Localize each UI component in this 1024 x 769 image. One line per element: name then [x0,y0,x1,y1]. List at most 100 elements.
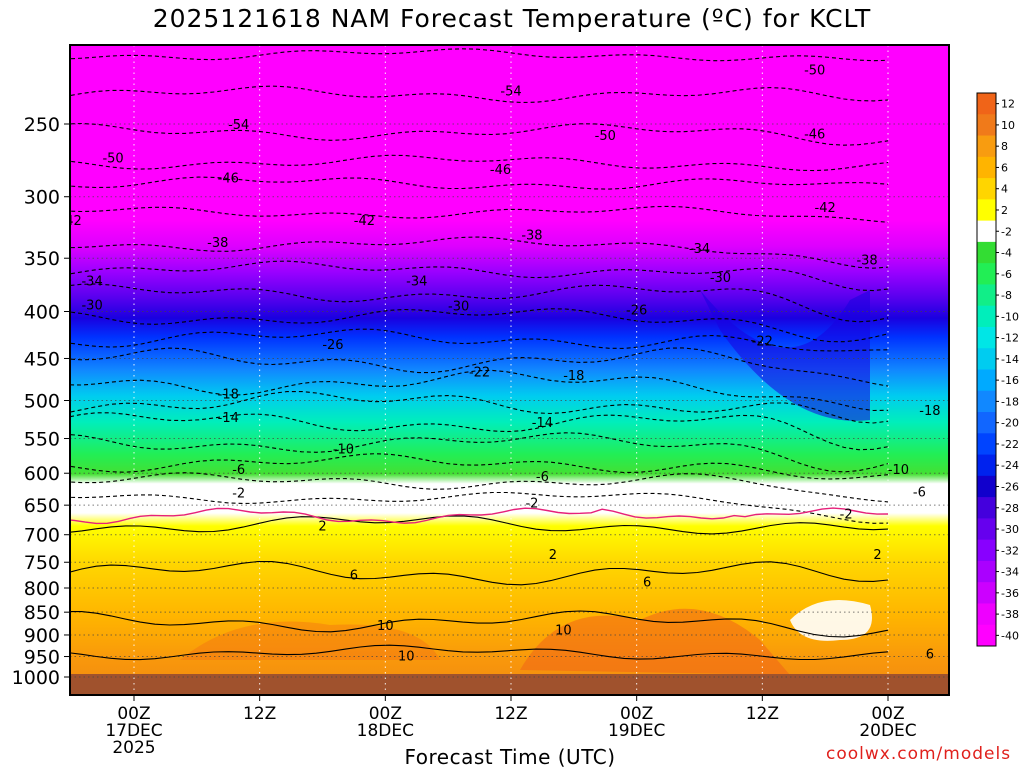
warm-core-shading [520,608,790,675]
y-tick-label: 700 [24,525,60,547]
colorbar-swatch [977,178,996,200]
y-tick-label: 950 [24,647,60,669]
isotherm-label: -38 [521,229,542,244]
isotherm-line [70,283,889,323]
ground-shading [70,674,949,695]
colorbar-label: -14 [1001,353,1019,366]
warm-core-shading-west [180,621,440,660]
x-tick-label: 20DEC [859,721,916,741]
colorbar-swatch [977,305,996,328]
colorbar-swatch [977,475,996,498]
isotherm-label: 6 [926,648,934,663]
isotherm-label: -46 [804,127,825,142]
isotherm-line [70,308,889,343]
colorbar-swatch [977,582,996,604]
colorbar-swatch [977,518,996,541]
isotherm-line [70,205,889,223]
isotherm-label: -10 [888,463,909,478]
isotherm-label: -38 [207,236,228,251]
colorbar-swatch [977,390,996,413]
isotherm-label: -14 [532,416,553,431]
isotherm-label: -54 [500,85,521,100]
isotherm-label: -46 [490,163,511,178]
colorbar-swatch [977,114,996,137]
isotherm-label: -14 [218,411,239,426]
x-tick-label: 17DEC [105,721,162,741]
x-tick-label: 00Z [369,704,402,724]
isotherm-label: -34 [406,274,427,289]
isotherm-line [70,453,889,480]
isotherm-label: -18 [218,387,239,402]
x-tick-label: 12Z [494,704,527,724]
colorbar-label: 6 [1001,161,1008,174]
isotherm-label: -18 [563,369,584,384]
y-tick-label: 500 [24,391,60,413]
isotherm-line [70,610,889,638]
x-tick-label: 19DEC [608,721,665,741]
isotherm-line [70,347,889,387]
isotherm-line [70,491,889,524]
isotherm-lines [70,48,889,661]
colorbar-label: -36 [1001,587,1019,600]
colorbar-label: -20 [1001,417,1019,430]
isotherm-label: 10 [555,624,572,639]
colorbar-label: -22 [1001,438,1019,451]
isotherm-label-box [36,56,64,71]
isotherm-line [70,644,889,661]
isotherm-label: -6 [536,470,549,485]
isotherm-label: -2 [232,487,245,502]
y-axis: 2503003504004505005506006507007508008509… [12,114,70,689]
colorbar-label: 2 [1001,204,1008,217]
isotherm-label: -22 [469,366,490,381]
isotherm-line [70,412,889,451]
isotherm-label: -30 [448,299,469,314]
isotherm-label: -2 [525,497,538,512]
colorbar-label: 10 [1001,119,1015,132]
colorbar-label: 12 [1001,98,1015,111]
isotherm-label: -34 [689,242,710,257]
y-tick-label: 600 [24,463,60,485]
colorbar-label: -16 [1001,374,1019,387]
x-tick-label: 00Z [620,704,653,724]
colorbar: 12 10 8 6 4 2 -2 -4 -6 -8 -10 -12 -14 -16 -18 -20 -22 -24… [976,92,1019,647]
isotherm-label: -34 [81,274,102,289]
chart-title: 2025121618 NAM Forecast Temperature (ºC)… [152,4,872,33]
isotherm-label: 10 [377,619,394,634]
colorbar-label: -38 [1001,608,1019,621]
isotherm-label: 2 [549,548,557,563]
plot-frame [69,44,950,696]
colorbar-swatch [977,199,996,222]
isotherm-label: 6 [643,575,651,590]
isotherm-label: -30 [710,271,731,286]
x-tick-label: 00Z [871,704,904,724]
colorbar-label: -32 [1001,544,1019,557]
isotherm-label: -22 [752,334,773,349]
isotherm-line [70,328,889,352]
dry-pocket-shading [790,600,872,641]
isotherm-labels: -58 -54 -54 -50 -50 -50 -46 -46 -46 -42 -42 -42 -38 -… [36,56,941,664]
colorbar-swatch [977,156,996,179]
isotherm-label: 10 [398,649,415,664]
isotherm-label: -50 [804,63,825,78]
isotherm-label: -10 [333,443,354,458]
y-tick-label: 850 [24,602,60,624]
x-tick-label: 12Z [746,704,779,724]
isotherm-line [70,432,889,473]
isotherm-label: -42 [815,201,836,216]
colorbar-label: -4 [1001,247,1012,260]
x-tick-label: 2025 [112,738,155,758]
isotherm-line [70,390,889,424]
colorbar-swatch [977,135,996,158]
colorbar-label: -18 [1001,395,1019,408]
colorbar-label: -26 [1001,480,1019,493]
colorbar-swatch [977,348,996,370]
grid-lines [70,45,949,695]
colorbar-swatch [977,220,996,243]
isotherm-label: -50 [102,152,123,167]
colorbar-label: -34 [1001,566,1019,579]
y-tick-label: 400 [24,301,60,323]
site-watermark: coolwx.com/models [826,744,1012,764]
colorbar-swatch [977,497,996,519]
y-tick-label: 450 [24,348,60,370]
